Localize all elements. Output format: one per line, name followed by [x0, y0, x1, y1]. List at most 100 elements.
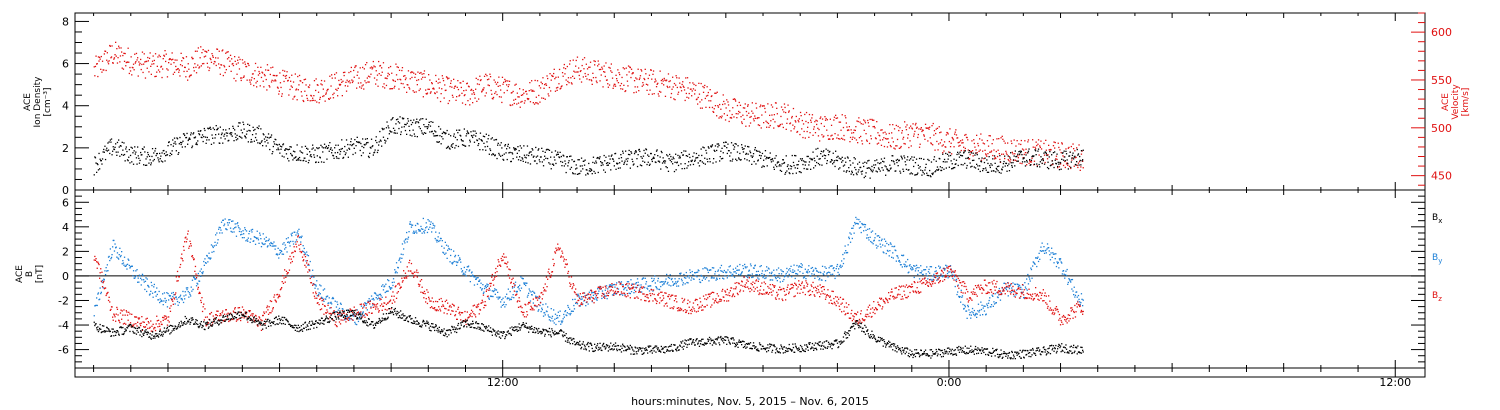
by-point [863, 223, 865, 226]
density-point [465, 135, 467, 137]
density-point [339, 153, 341, 155]
density-point [195, 143, 197, 145]
density-point [857, 163, 859, 165]
density-point [688, 161, 690, 163]
density-point [133, 150, 135, 152]
density-point [846, 170, 848, 172]
velocity-point [468, 86, 470, 88]
velocity-point [1045, 139, 1047, 141]
velocity-point [658, 95, 660, 97]
velocity-point [497, 81, 499, 84]
density-point [936, 166, 939, 168]
density-point [623, 163, 625, 165]
velocity-point [734, 99, 736, 101]
by-point [113, 250, 116, 252]
velocity-point [532, 102, 534, 104]
by-point [635, 282, 637, 284]
velocity-point [265, 69, 267, 71]
velocity-point [843, 139, 846, 141]
density-point [875, 170, 877, 172]
velocity-point [754, 117, 756, 119]
velocity-point [932, 144, 934, 146]
density-point [911, 156, 913, 158]
by-point [538, 309, 540, 311]
velocity-point [696, 98, 698, 100]
velocity-point [792, 107, 795, 110]
by-point [591, 300, 593, 303]
density-point [1023, 157, 1025, 159]
density-point [392, 117, 394, 119]
velocity-point [520, 101, 522, 103]
by-point [786, 267, 788, 270]
density-point [1079, 155, 1081, 158]
by-point [218, 228, 220, 230]
velocity-point [957, 142, 959, 144]
by-point [493, 290, 495, 292]
velocity-point [684, 99, 686, 102]
density-point [184, 146, 186, 148]
density-point [107, 149, 110, 151]
velocity-point [667, 86, 669, 89]
density-point [371, 145, 373, 148]
by-point [291, 235, 293, 237]
by-point [243, 233, 245, 235]
by-point [624, 294, 626, 296]
by-point [459, 257, 461, 259]
density-point [602, 164, 604, 166]
velocity-point [879, 135, 881, 137]
density-point [497, 144, 499, 146]
velocity-point [754, 115, 756, 117]
density-point [290, 146, 292, 148]
by-point [717, 269, 720, 271]
density-point [742, 151, 745, 153]
by-point [567, 304, 569, 307]
density-point [488, 134, 490, 137]
velocity-point [741, 121, 743, 123]
velocity-point [893, 128, 896, 130]
density-point [911, 173, 914, 175]
by-point [877, 235, 880, 237]
by-point [116, 252, 119, 254]
velocity-point [531, 90, 533, 92]
by-point [536, 296, 539, 298]
density-point [109, 152, 111, 155]
density-point [138, 157, 140, 159]
velocity-point [912, 123, 914, 125]
by-point [269, 243, 271, 245]
density-point [693, 152, 695, 154]
density-axis-title: ACEIon Density[cm⁻³] [23, 76, 53, 128]
velocity-point [943, 141, 946, 143]
velocity-point [513, 102, 515, 105]
by-point [919, 272, 921, 274]
velocity-point [236, 73, 238, 75]
velocity-point [150, 73, 152, 75]
density-point [104, 145, 106, 147]
density-point [298, 156, 301, 159]
density-point [243, 128, 245, 130]
density-point [681, 168, 683, 170]
density-point [162, 161, 164, 163]
density-point [203, 127, 205, 130]
density-point [1064, 156, 1066, 158]
velocity-point [908, 127, 911, 129]
velocity-point [983, 143, 986, 145]
velocity-point [645, 73, 647, 75]
velocity-point [100, 68, 102, 70]
density-point [578, 159, 580, 161]
by-point [178, 296, 180, 299]
by-point [178, 301, 180, 304]
velocity-point [735, 100, 737, 102]
velocity-point [553, 72, 555, 75]
density-point [138, 162, 141, 164]
density-point [538, 148, 540, 150]
density-point [870, 170, 872, 172]
velocity-point [137, 57, 139, 59]
density-point [923, 158, 925, 160]
density-point [811, 158, 813, 160]
by-point [912, 268, 914, 270]
velocity-point [588, 66, 590, 68]
density-point [287, 149, 289, 151]
velocity-point [939, 142, 941, 144]
velocity-point [453, 87, 455, 89]
by-point [654, 282, 656, 284]
